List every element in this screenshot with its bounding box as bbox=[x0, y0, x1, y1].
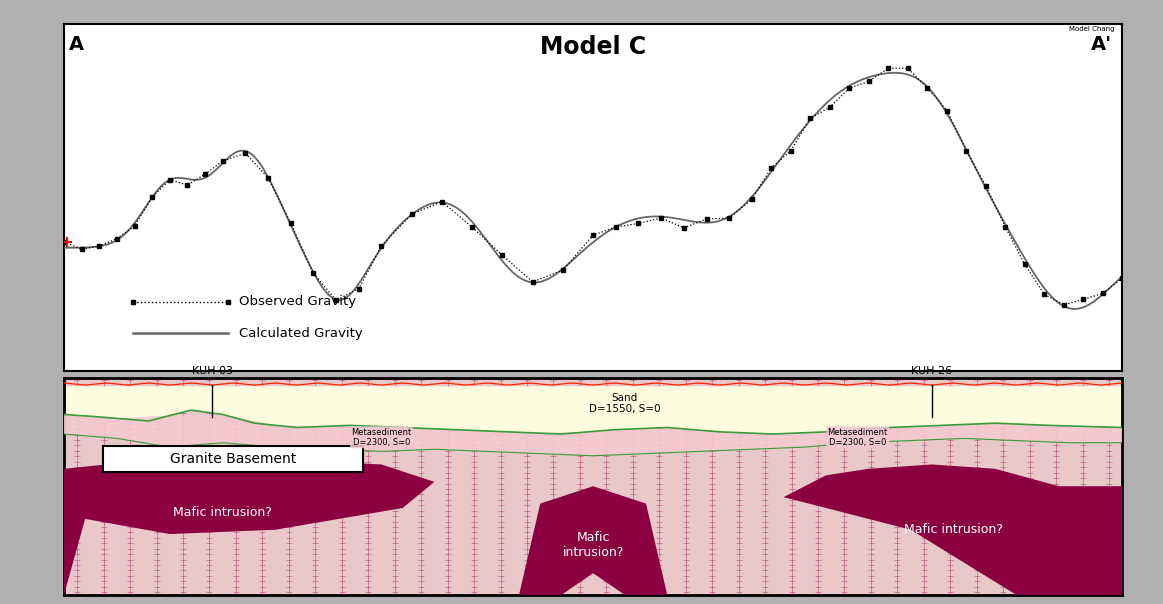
Text: Metasediment
D=2300, S=0: Metasediment D=2300, S=0 bbox=[351, 428, 412, 447]
Text: A: A bbox=[70, 34, 85, 54]
Text: Calculated Gravity: Calculated Gravity bbox=[238, 327, 363, 340]
Text: Observed Gravity: Observed Gravity bbox=[238, 295, 356, 309]
Polygon shape bbox=[519, 486, 668, 595]
Text: Mafic intrusion?: Mafic intrusion? bbox=[173, 506, 272, 519]
Text: Sand
D=1550, S=0: Sand D=1550, S=0 bbox=[590, 393, 661, 414]
Text: Model Chang: Model Chang bbox=[1070, 26, 1115, 32]
FancyBboxPatch shape bbox=[104, 446, 364, 472]
Text: Mafic intrusion?: Mafic intrusion? bbox=[904, 523, 1003, 536]
Text: KUH 26: KUH 26 bbox=[912, 367, 952, 376]
Text: Metasediment
D=2300, S=0: Metasediment D=2300, S=0 bbox=[828, 428, 887, 447]
Text: Model C: Model C bbox=[540, 34, 647, 59]
Text: KUH 03: KUH 03 bbox=[192, 367, 233, 376]
Polygon shape bbox=[64, 414, 1122, 456]
Text: A': A' bbox=[1091, 34, 1112, 54]
Text: Granite Basement: Granite Basement bbox=[170, 452, 297, 466]
Text: Mafic
intrusion?: Mafic intrusion? bbox=[563, 531, 623, 559]
Polygon shape bbox=[784, 464, 1122, 595]
Polygon shape bbox=[64, 386, 1122, 434]
Polygon shape bbox=[64, 460, 435, 595]
